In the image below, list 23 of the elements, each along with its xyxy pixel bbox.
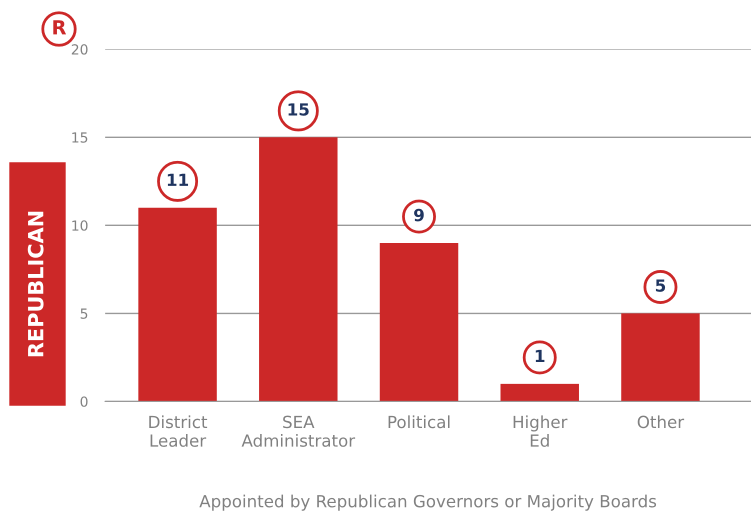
data-label: 15 [288,103,309,116]
text: R [53,20,66,34]
bar [621,313,700,402]
x-tick-label: District Leader [149,415,208,447]
data-label: 11 [168,174,188,186]
bar [259,137,338,402]
bar [138,208,217,402]
data-label: 9 [414,208,424,222]
y-tick-label: 15 [72,132,88,143]
bar [380,242,458,402]
x-tick-label: Other [638,415,684,428]
y-tick-label: 10 [72,220,88,231]
y-tick-label: 20 [72,44,88,55]
y-axis-title: REPUBLICAN [28,212,44,356]
data-label: 1 [536,350,544,362]
data-label: 5 [656,279,666,292]
x-tick-label: Higher Ed [514,415,568,447]
y-tick-label: 0 [80,396,88,407]
y-tick-label: 5 [80,308,88,319]
bar [500,384,579,402]
x-tick-label: SEA Administrator [242,416,356,447]
x-axis-title: Appointed by Republican Governors or Majority Boards [199,494,656,511]
x-tick-label: Political [388,415,450,428]
